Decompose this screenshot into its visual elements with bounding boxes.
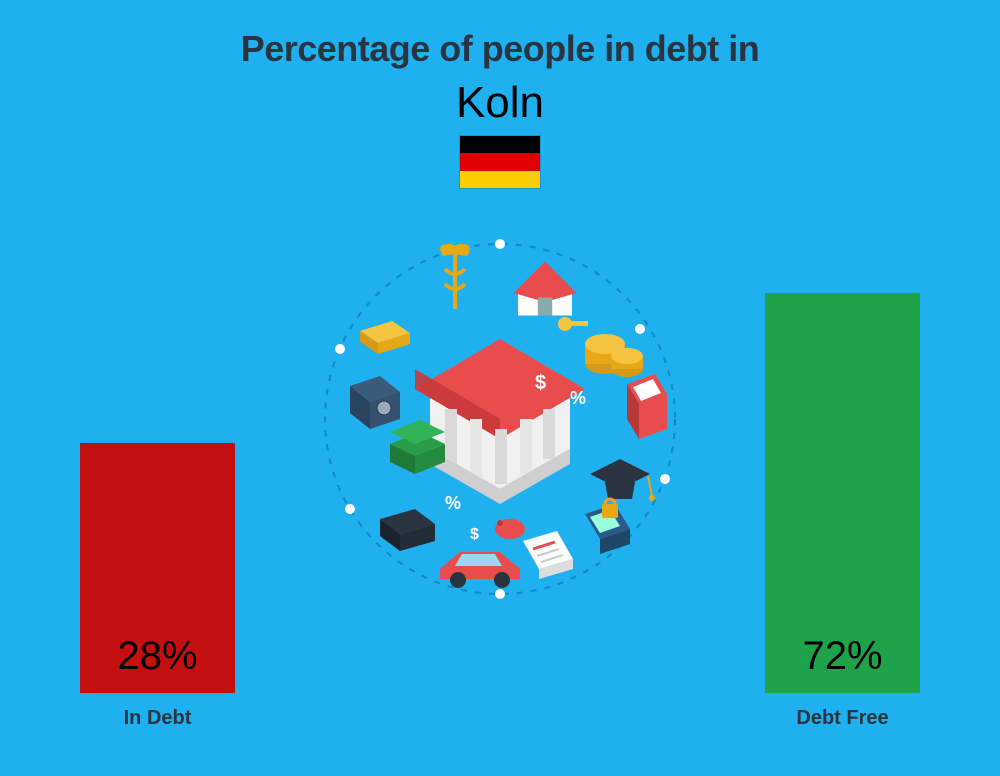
bar-chart: 28% In Debt 72% Debt Free <box>0 300 1000 730</box>
bar-in-debt: 28% In Debt <box>80 443 235 730</box>
bar-in-debt-value: 28% <box>80 634 235 679</box>
german-flag-icon <box>460 136 540 188</box>
flag-stripe-red <box>460 153 540 170</box>
bar-debt-free: 72% Debt Free <box>765 293 920 730</box>
bar-debt-free-value: 72% <box>765 634 920 679</box>
page-title: Percentage of people in debt in <box>0 0 1000 70</box>
bar-in-debt-label: In Debt <box>124 707 192 730</box>
flag-stripe-gold <box>460 171 540 188</box>
bar-in-debt-rect: 28% <box>80 443 235 693</box>
city-name: Koln <box>0 78 1000 128</box>
bar-debt-free-label: Debt Free <box>796 707 888 730</box>
bar-debt-free-rect: 72% <box>765 293 920 693</box>
flag-stripe-black <box>460 136 540 153</box>
